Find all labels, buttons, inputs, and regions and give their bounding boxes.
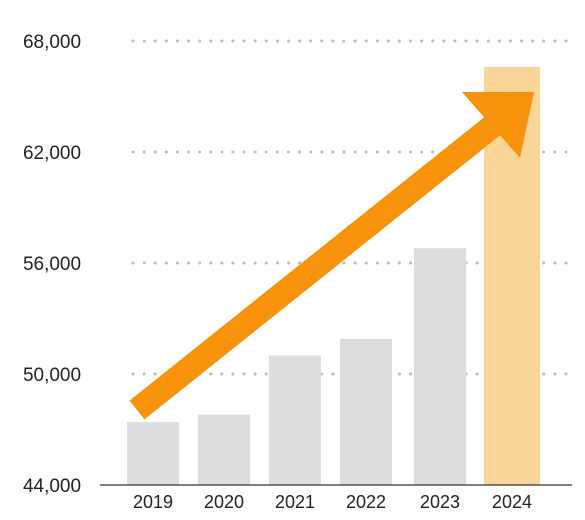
bar-2022 [340, 338, 392, 485]
trend-arrow-shaft [129, 110, 508, 420]
bar-2020 [198, 414, 250, 485]
x-tick-label: 2021 [275, 492, 315, 512]
trend-arrow-head [462, 92, 534, 158]
x-tick-label: 2023 [420, 492, 460, 512]
bar-2019 [127, 422, 179, 485]
y-tick-label: 44,000 [23, 476, 81, 497]
x-tick-label: 2019 [133, 492, 173, 512]
bar-2023 [414, 248, 466, 485]
y-tick-label: 68,000 [23, 32, 81, 53]
bar-2021 [269, 355, 321, 485]
trend-arrow [129, 92, 534, 420]
x-tick-label: 2022 [346, 492, 386, 512]
y-axis-tick-labels: 44,000 50,000 56,000 62,000 68,000 [23, 32, 81, 497]
x-tick-label: 2020 [204, 492, 244, 512]
y-tick-label: 50,000 [23, 365, 81, 386]
y-tick-label: 62,000 [23, 143, 81, 164]
x-axis-tick-labels: 2019 2020 2021 2022 2023 2024 [133, 492, 532, 512]
x-tick-label: 2024 [492, 492, 532, 512]
y-tick-label: 56,000 [23, 254, 81, 275]
